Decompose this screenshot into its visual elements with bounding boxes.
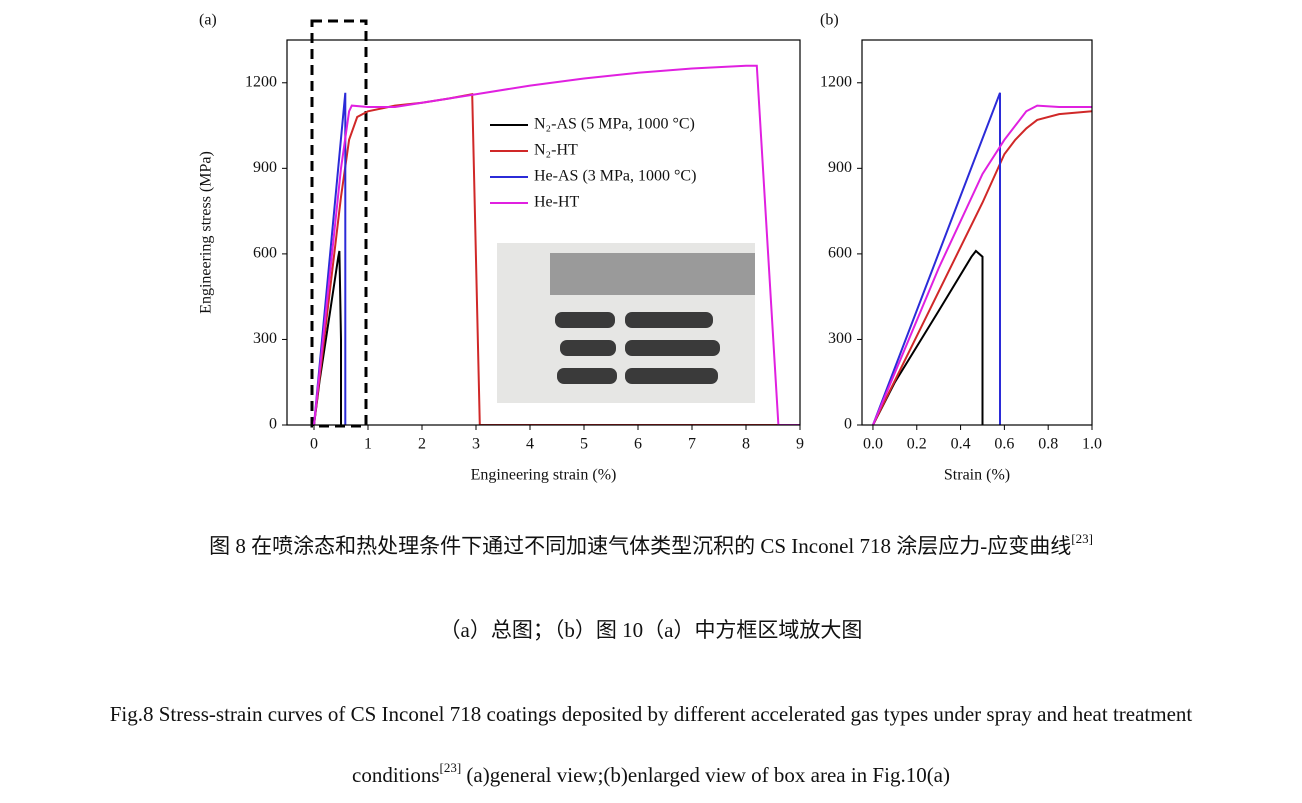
x-tick-label: 6 [634,436,642,453]
series-line [872,92,1001,425]
caption-text: conditions [352,763,440,787]
x-tick-label: 4 [526,436,534,453]
x-tick-label: 2 [418,436,426,453]
x-tick-label: 1.0 [1082,436,1102,453]
y-tick-label: 1200 [820,73,852,90]
plot-lines [313,64,800,425]
y-tick-label: 300 [828,330,852,347]
series-line [313,92,347,425]
x-axis-label: Strain (%) [944,467,1010,484]
y-tick-label: 900 [828,159,852,176]
plot-frame [861,39,1093,426]
x-tick-label: 9 [796,436,804,453]
x-tick-label: 8 [742,436,750,453]
x-axis-label: Engineering strain (%) [471,467,617,484]
plot-frame [286,39,801,426]
caption-ref: [23] [440,760,462,775]
y-tick-label: 300 [253,330,277,347]
y-tick-label: 1200 [245,73,277,90]
series-line [872,110,1092,425]
caption: conditions[23] (a)general view;(b)enlarg… [352,760,950,787]
caption-text: 图 8 在喷涂态和热处理条件下通过不同加速气体类型沉积的 CS Inconel … [209,534,1071,558]
x-tick-label: 0 [310,436,318,453]
legend-label: N₂-HT [534,142,578,159]
x-tick-label: 0.4 [951,436,971,453]
zoom-box [310,19,368,428]
series-line [872,249,984,425]
caption-text: (a)general view;(b)enlarged view of box … [461,763,950,787]
caption: Fig.8 Stress-strain curves of CS Inconel… [110,702,1193,726]
caption-ref: [23] [1071,531,1093,546]
legend-label: He-HT [534,194,580,211]
x-tick-label: 0.8 [1038,436,1058,453]
legend-label: He-AS (3 MPa, 1000 °C) [534,168,696,185]
y-tick-label: 0 [844,416,852,433]
caption-text: （a）总图；（b）图 10（a）中方框区域放大图 [440,618,863,642]
x-tick-label: 0.6 [994,436,1014,453]
y-tick-label: 0 [269,416,277,433]
legend-label: N₂-AS (5 MPa, 1000 °C) [534,116,695,133]
series-line [313,93,800,425]
y-tick-label: 900 [253,159,277,176]
x-tick-label: 0.2 [907,436,927,453]
caption-text: Fig.8 Stress-strain curves of CS Inconel… [110,702,1193,726]
y-tick-label: 600 [828,245,852,262]
x-tick-label: 5 [580,436,588,453]
inset-photo [497,243,755,403]
caption: 图 8 在喷涂态和热处理条件下通过不同加速气体类型沉积的 CS Inconel … [209,531,1093,558]
plot-lines [872,92,1092,425]
y-tick-label: 600 [253,245,277,262]
x-tick-label: 3 [472,436,480,453]
panel-label: (b) [820,12,839,29]
x-tick-label: 0.0 [863,436,883,453]
panel-label: (a) [199,12,217,29]
y-axis-label: Engineering stress (MPa) [198,151,215,314]
x-tick-label: 1 [364,436,372,453]
series-line [313,64,800,425]
caption: （a）总图；（b）图 10（a）中方框区域放大图 [440,618,863,642]
series-line [872,104,1092,425]
x-tick-label: 7 [688,436,696,453]
